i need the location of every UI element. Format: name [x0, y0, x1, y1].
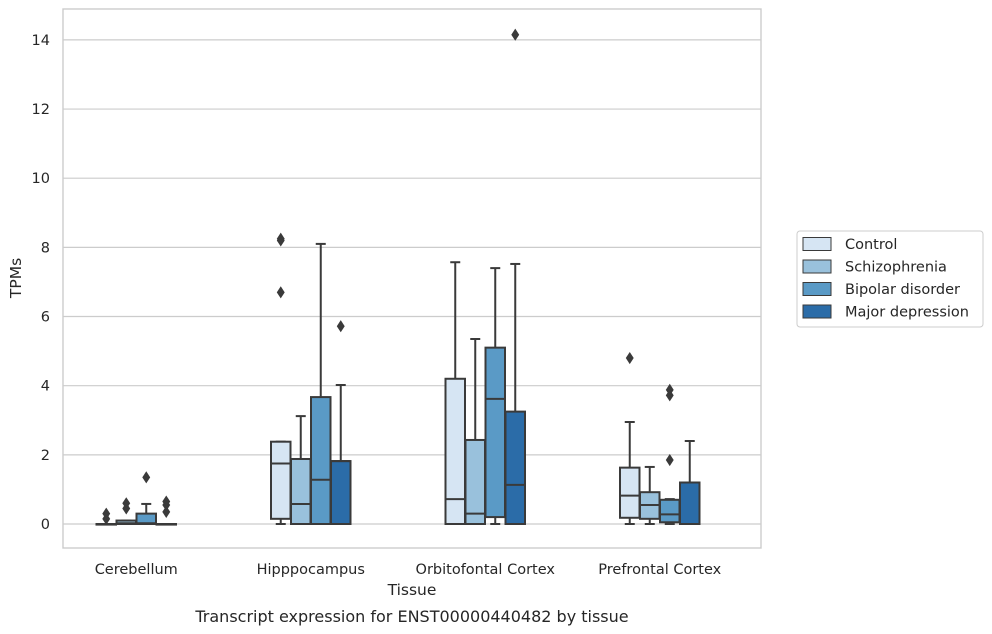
box-body — [290, 457, 312, 525]
legend-swatch — [802, 304, 832, 319]
legend-swatch — [802, 282, 832, 296]
box-body — [504, 410, 526, 525]
y-tick-label: 8 — [41, 240, 50, 256]
box-body — [444, 377, 466, 525]
box-body — [330, 460, 352, 525]
box-group — [155, 495, 177, 526]
y-tick-label: 12 — [32, 102, 50, 118]
box-body — [464, 438, 486, 526]
box-body — [659, 498, 681, 524]
box-group — [464, 337, 486, 526]
y-axis-title: TPMs — [7, 258, 25, 299]
y-tick-label: 0 — [41, 517, 50, 533]
outlier-point — [276, 286, 285, 299]
legend-label: Schizophrenia — [845, 260, 947, 276]
legend-swatch — [802, 259, 832, 274]
box-group — [135, 471, 157, 525]
outlier-point — [162, 495, 171, 508]
y-tick-label: 2 — [41, 448, 50, 464]
y-tick-label: 6 — [41, 310, 50, 326]
outlier-point — [276, 232, 285, 245]
box-group — [330, 320, 352, 525]
outlier-point — [162, 505, 171, 518]
box-body — [679, 481, 701, 525]
outlier-point — [336, 320, 345, 333]
box-body — [310, 396, 332, 525]
box-group — [619, 351, 641, 525]
outlier-point — [665, 383, 674, 396]
x-tick-labels: Cerebellum Hipppocampus Orbitofontal Corte… — [95, 562, 722, 578]
x-tick-label: Hipppocampus — [257, 562, 365, 578]
outlier-point — [665, 453, 674, 467]
legend: Control Schizophrenia Bipolar disorder Majo… — [796, 230, 984, 328]
outlier-point — [142, 471, 151, 484]
y-tick-labels: 0 2 4 6 8 10 12 14 — [32, 33, 50, 533]
legend-frame — [796, 230, 984, 328]
y-tick-label: 14 — [32, 33, 50, 49]
box-body — [619, 466, 641, 519]
plot-frame — [62, 8, 762, 549]
x-axis-title: Tissue — [387, 581, 437, 599]
box-group — [115, 497, 137, 525]
outlier-point — [511, 28, 520, 41]
legend-label: Control — [845, 237, 897, 253]
legend-swatch — [802, 237, 832, 251]
gridlines — [63, 39, 761, 525]
box-group — [679, 440, 701, 525]
y-tick-label: 4 — [41, 379, 50, 395]
legend-label: Bipolar disorder — [845, 282, 960, 298]
box-group — [290, 415, 312, 525]
box-body — [270, 440, 292, 520]
outlier-point — [122, 497, 131, 510]
chart-caption: Transcript expression for ENST0000044048… — [194, 607, 628, 626]
legend-label: Major depression — [845, 305, 969, 321]
x-tick-label: Prefrontal Cortex — [598, 562, 721, 578]
plot-boxes — [95, 28, 701, 526]
box-body — [484, 346, 506, 519]
x-tick-label: Orbitofontal Cortex — [416, 562, 556, 578]
outlier-point — [102, 507, 111, 520]
box-group — [504, 28, 526, 525]
outlier-point — [625, 351, 634, 365]
y-tick-label: 10 — [32, 171, 50, 187]
x-tick-label: Cerebellum — [95, 562, 178, 578]
